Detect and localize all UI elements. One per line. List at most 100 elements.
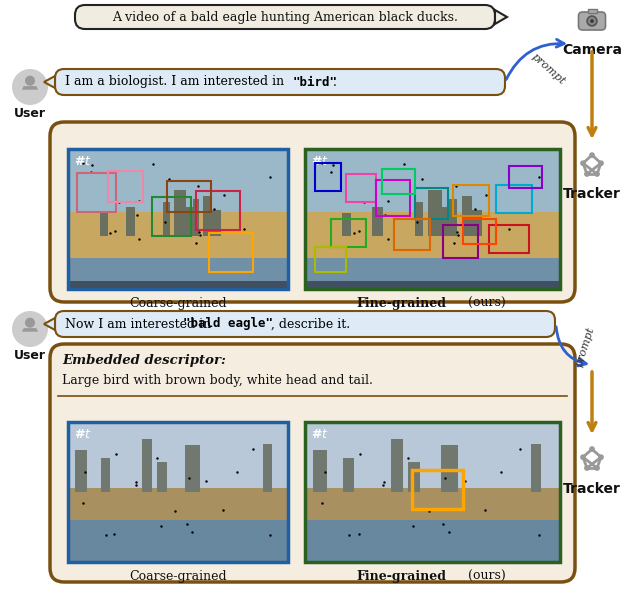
Bar [315, 247, 346, 272]
Bar [453, 186, 488, 216]
Circle shape [589, 152, 595, 158]
Bar [75, 450, 87, 492]
Bar [415, 188, 448, 219]
Circle shape [12, 69, 48, 105]
Bar [211, 210, 221, 236]
Text: Now I am interested in: Now I am interested in [65, 318, 215, 331]
Bar [163, 202, 170, 236]
Bar [305, 422, 560, 495]
Circle shape [12, 311, 48, 347]
Circle shape [590, 19, 594, 23]
Bar [343, 458, 354, 492]
Text: (ours): (ours) [464, 570, 506, 583]
Bar [185, 445, 200, 492]
Bar [449, 199, 457, 236]
Bar [372, 207, 383, 236]
Text: Tracker: Tracker [563, 187, 621, 201]
Bar [305, 258, 560, 289]
Text: Coarse-grained: Coarse-grained [129, 297, 227, 310]
Bar [471, 210, 483, 236]
Bar [305, 149, 560, 289]
Circle shape [588, 17, 596, 25]
Bar [152, 196, 191, 236]
FancyArrowPatch shape [588, 372, 596, 430]
FancyBboxPatch shape [55, 311, 555, 337]
Bar [408, 461, 420, 492]
Bar [193, 199, 200, 236]
Polygon shape [495, 10, 507, 24]
Bar [346, 174, 376, 202]
Bar [488, 224, 529, 253]
Bar [174, 190, 186, 236]
Bar [305, 212, 560, 261]
Bar [305, 520, 560, 562]
Text: Large bird with brown body, white head and tail.: Large bird with brown body, white head a… [62, 374, 373, 387]
Circle shape [580, 454, 586, 460]
Bar [305, 281, 560, 289]
Bar [68, 281, 288, 289]
Circle shape [580, 161, 586, 166]
Text: #$t$: #$t$ [311, 428, 329, 441]
Polygon shape [44, 318, 55, 330]
Bar [531, 444, 541, 492]
Bar [68, 149, 288, 236]
Bar [263, 444, 272, 492]
Bar [68, 422, 288, 562]
Text: prompt: prompt [574, 326, 596, 368]
Text: (ours): (ours) [464, 297, 506, 310]
Text: Embedded descriptor:: Embedded descriptor: [62, 354, 226, 367]
Text: #$t$: #$t$ [311, 155, 329, 168]
Circle shape [598, 161, 604, 166]
Bar [496, 186, 532, 213]
Text: prompt: prompt [529, 51, 566, 87]
Bar [68, 422, 288, 495]
Circle shape [594, 465, 600, 471]
Bar [68, 212, 288, 261]
Polygon shape [22, 328, 38, 332]
Bar [204, 196, 212, 236]
Bar [167, 181, 211, 212]
Bar [305, 149, 560, 236]
Text: User: User [14, 107, 46, 120]
Bar [182, 207, 194, 236]
Bar [376, 180, 410, 216]
Bar [315, 163, 340, 191]
FancyArrowPatch shape [506, 39, 564, 79]
Bar [196, 191, 239, 230]
Bar [125, 207, 135, 236]
Bar [100, 458, 110, 492]
Text: .: . [333, 75, 337, 88]
Text: , describe it.: , describe it. [271, 318, 350, 331]
Circle shape [589, 446, 595, 452]
Bar [394, 219, 430, 250]
Bar [100, 213, 108, 236]
FancyArrowPatch shape [588, 52, 596, 136]
Bar [108, 171, 143, 202]
Bar [68, 488, 288, 523]
Bar [305, 422, 560, 562]
FancyBboxPatch shape [50, 344, 575, 582]
Bar [330, 219, 366, 247]
Bar [305, 488, 560, 523]
Bar [509, 166, 542, 188]
Text: "bald eagle": "bald eagle" [183, 318, 273, 331]
Bar [443, 224, 479, 258]
Bar [143, 439, 152, 492]
Circle shape [584, 465, 590, 471]
Text: Fine-grained: Fine-grained [357, 297, 447, 310]
Polygon shape [44, 76, 55, 88]
Text: Coarse-grained: Coarse-grained [129, 570, 227, 583]
Circle shape [25, 76, 35, 86]
Text: Camera: Camera [562, 43, 622, 57]
Circle shape [594, 171, 600, 177]
Circle shape [586, 16, 598, 27]
Text: #$t$: #$t$ [74, 155, 92, 168]
Text: Fine-grained: Fine-grained [357, 570, 447, 583]
Bar [381, 168, 415, 194]
Text: User: User [14, 349, 46, 362]
Circle shape [584, 171, 590, 177]
Bar [462, 196, 472, 236]
Bar [441, 445, 458, 492]
FancyBboxPatch shape [75, 5, 495, 29]
Bar [157, 461, 167, 492]
